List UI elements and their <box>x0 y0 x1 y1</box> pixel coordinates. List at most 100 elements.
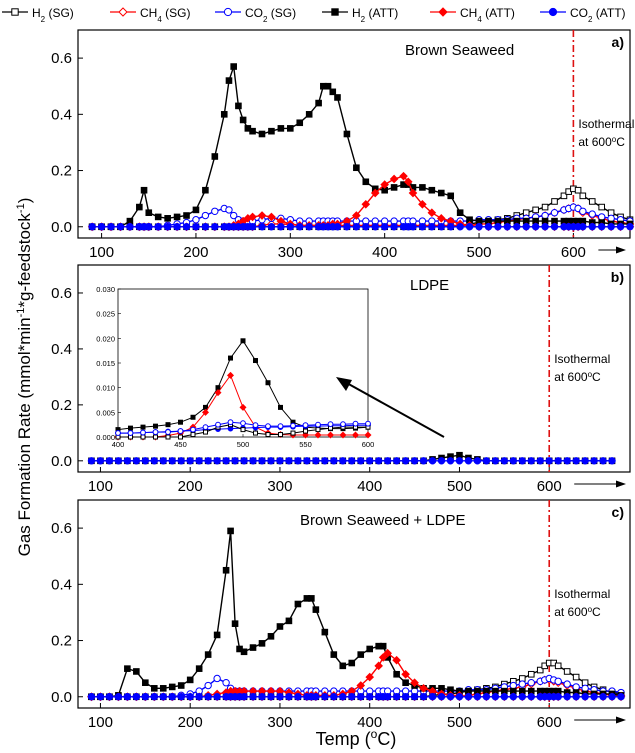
series-co2-att-point <box>126 223 134 231</box>
series-ch4-att-point <box>418 199 427 209</box>
legend-label-condition: (SG) <box>45 6 74 20</box>
inset-series-co2-sg-point <box>240 420 246 427</box>
series-h2-att-point <box>211 153 219 160</box>
series-h2-att-point <box>133 668 140 675</box>
series-h2-att-point <box>428 186 436 194</box>
series-co2-att-point <box>617 693 625 701</box>
y-tick-label: 0.6 <box>51 520 72 537</box>
panel-label: b) <box>611 269 624 285</box>
series-h2-att-point <box>390 184 398 191</box>
series-h2-att-point <box>343 130 351 138</box>
inset-series-h2-sg-point <box>315 427 321 433</box>
series-co2-att-point <box>168 693 176 701</box>
series-co2-att-point <box>107 223 115 231</box>
series-co2-att-point <box>590 693 598 701</box>
series-co2-att-point <box>276 457 284 465</box>
series-co2-att-point <box>572 693 580 701</box>
series-co2-att-point <box>343 223 351 231</box>
series-h2-att-point <box>276 623 284 630</box>
series-co2-att-point <box>500 693 509 701</box>
series-h2-att-point <box>173 213 181 221</box>
series-ch4-att-point <box>380 180 389 189</box>
panel-label: c) <box>612 504 624 520</box>
series-h2-sg-point <box>579 192 587 200</box>
series-h2-sg-point <box>551 198 558 205</box>
series-co2-att-point <box>522 223 530 231</box>
x-tick-label: 300 <box>278 244 303 261</box>
y-axis-label-sup2: -1 <box>15 203 27 213</box>
inset-series-co2-sg-point <box>215 421 221 428</box>
series-co2-att-point <box>465 223 474 231</box>
x-tick-label: 200 <box>178 714 203 731</box>
series-h2-att-point <box>312 606 320 613</box>
inset-series-co2-sg-point <box>277 423 284 430</box>
inset-series-co2-sg-point <box>115 430 121 436</box>
series-co2-att-point <box>607 223 615 231</box>
legend-label: CH4 (ATT) <box>460 6 515 24</box>
series-co2-att-point <box>531 223 540 231</box>
series-h2-att-point <box>339 662 347 670</box>
series-h2-att-point <box>202 186 209 194</box>
series-co2-att-point <box>428 223 436 231</box>
series-h2-att-point <box>154 213 162 221</box>
series-co2-sg-point <box>213 674 221 683</box>
series-co2-att-point <box>366 693 374 701</box>
series-co2-att-point <box>390 223 398 231</box>
series-h2-att-point <box>305 111 313 118</box>
series-ch4-att-point <box>410 678 419 688</box>
series-h2-att-point <box>268 127 275 135</box>
legend-entry-co2-sg: CO2 (SG) <box>215 6 296 24</box>
series-co2-att-point <box>231 457 239 465</box>
inset-series-co2-sg-point <box>340 421 346 428</box>
series-co2-att-point <box>213 457 221 465</box>
series-h2-att-point <box>353 164 360 172</box>
inset-y-tick-label: 0.000 <box>96 433 115 442</box>
series-ch4-att-point <box>408 188 418 198</box>
series-h2-att-point <box>287 125 294 132</box>
series-h2-att-point <box>183 212 190 219</box>
series-co2-att-point <box>608 457 616 465</box>
series-co2-att-point <box>527 693 535 701</box>
series-h2-att-point <box>249 127 256 135</box>
series-ch4-att-point <box>370 188 380 198</box>
series-co2-att-point <box>177 457 185 465</box>
legend-label: H2 (SG) <box>32 6 74 24</box>
series-co2-sg-point <box>192 216 200 224</box>
inset-series-h2-sg-point <box>253 430 258 436</box>
legend-entry-co2-att: CO2 (ATT) <box>540 6 626 24</box>
inset-arrow-head <box>336 377 352 391</box>
y-axis-label-sup1: -1 <box>15 308 27 318</box>
series-co2-att-point <box>464 457 473 465</box>
series-ch4-att-point <box>365 672 375 682</box>
series-co2-att-point <box>87 693 96 701</box>
series-co2-att-point <box>616 223 625 231</box>
inset-series-ch4-att-point <box>314 431 322 439</box>
series-co2-att-point <box>294 693 302 701</box>
series-h2-att-point <box>150 685 158 692</box>
series-co2-sg-point <box>581 684 589 693</box>
inset-series-h2-sg-point <box>240 427 246 433</box>
isothermal-label-text: at 600 <box>554 370 588 384</box>
isothermal-label-line1: Isothermal <box>554 587 610 601</box>
isothermal-label-unit: C <box>616 135 625 149</box>
series-co2-att-point <box>491 457 500 465</box>
y-axis-label-mid: *g-feedstock <box>15 213 34 308</box>
plot-frame <box>77 264 631 473</box>
legend-label-condition: (ATT) <box>482 6 515 20</box>
series-h2-att-point <box>204 651 212 658</box>
series-co2-att-point <box>267 693 275 701</box>
legend-label-subscript: 2 <box>588 15 593 24</box>
series-co2-att-point <box>96 457 105 465</box>
series-h2-att-point <box>267 633 275 640</box>
series-ch4-att-point <box>389 174 399 184</box>
series-co2-att-point <box>494 223 502 231</box>
legend-label-symbol: CH <box>140 6 157 20</box>
inset-series-h2-sg-point <box>190 432 196 438</box>
series-co2-att-point <box>348 457 356 465</box>
series-co2-sg-point <box>201 211 210 220</box>
series-co2-sg-point <box>518 680 526 688</box>
series-co2-att-point <box>145 223 153 231</box>
legend-marker <box>331 8 339 16</box>
series-h2-att-point <box>456 209 464 217</box>
